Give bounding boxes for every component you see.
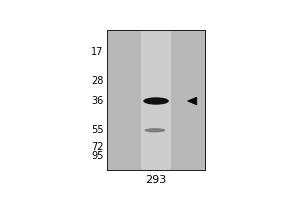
Text: 36: 36	[92, 96, 104, 106]
Text: 293: 293	[146, 175, 167, 185]
Bar	[107, 30, 205, 170]
Ellipse shape	[145, 128, 165, 132]
Text: 28: 28	[92, 76, 104, 86]
Text: 17: 17	[92, 47, 104, 57]
Text: 55: 55	[91, 125, 104, 135]
Ellipse shape	[143, 97, 169, 105]
Bar	[141, 30, 171, 170]
Text: 95: 95	[92, 151, 104, 161]
Polygon shape	[188, 97, 197, 105]
Bar	[107, 30, 205, 170]
Text: 72: 72	[91, 142, 104, 152]
